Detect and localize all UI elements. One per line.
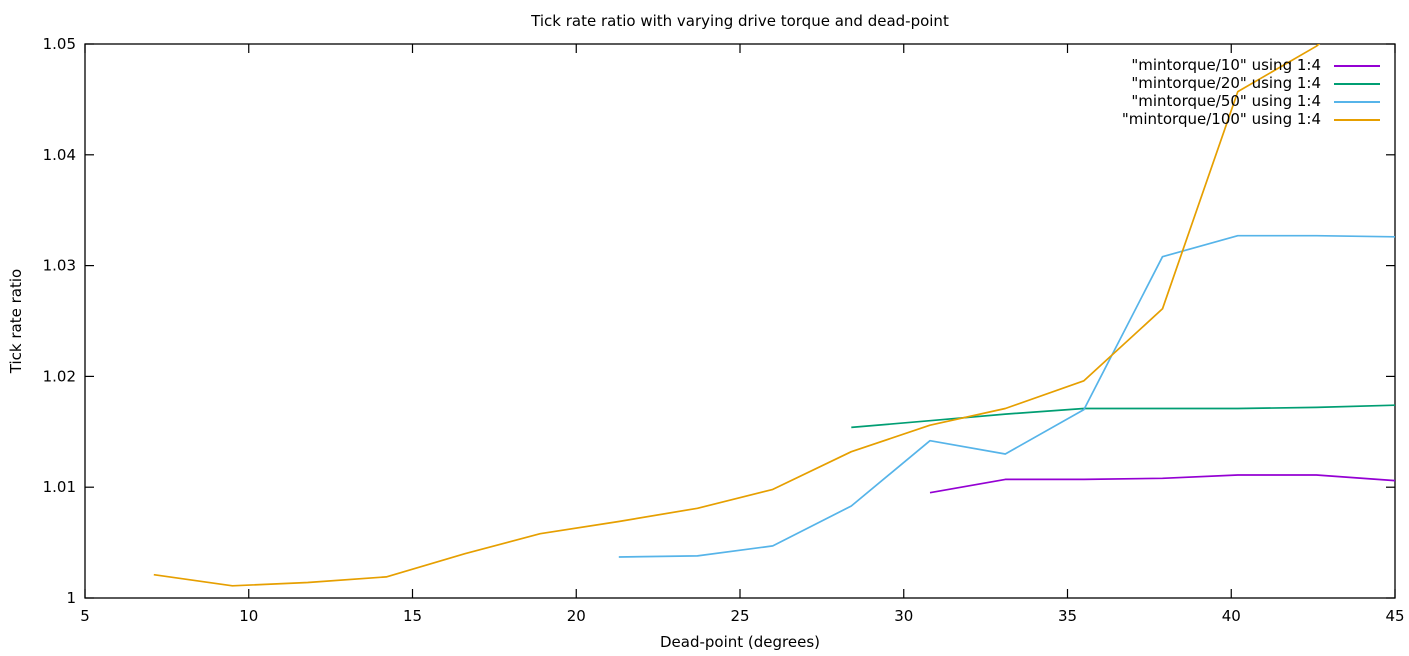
legend-line-sample xyxy=(1334,118,1380,121)
x-tick-label: 35 xyxy=(1058,607,1077,625)
x-axis-label: Dead-point (degrees) xyxy=(659,633,820,651)
legend: "mintorque/10" using 1:4 "mintorque/20" … xyxy=(1122,58,1380,127)
x-tick-label: 20 xyxy=(567,607,586,625)
legend-item-mintorque-50: "mintorque/50" using 1:4 xyxy=(1122,94,1380,109)
legend-item-mintorque-100: "mintorque/100" using 1:4 xyxy=(1122,112,1380,127)
legend-item-mintorque-10: "mintorque/10" using 1:4 xyxy=(1122,58,1380,73)
x-tick-label: 10 xyxy=(239,607,258,625)
legend-line-sample xyxy=(1334,82,1380,85)
legend-label: "mintorque/100" using 1:4 xyxy=(1121,110,1321,128)
series-line-mintorque-100-using-1-4 xyxy=(153,44,1321,587)
x-tick-label: 25 xyxy=(730,607,749,625)
y-tick-label: 1.04 xyxy=(43,146,76,164)
x-tick-label: 5 xyxy=(80,607,90,625)
legend-label: "mintorque/50" using 1:4 xyxy=(1131,92,1321,110)
legend-line-sample xyxy=(1334,100,1380,103)
y-tick-label: 1 xyxy=(66,589,76,607)
legend-label: "mintorque/20" using 1:4 xyxy=(1131,74,1321,92)
y-tick-label: 1.02 xyxy=(43,367,76,385)
x-tick-label: 30 xyxy=(894,607,913,625)
series-line-mintorque-10-using-1-4 xyxy=(929,474,1395,494)
chart-title: Tick rate ratio with varying drive torqu… xyxy=(531,12,949,30)
legend-item-mintorque-20: "mintorque/20" using 1:4 xyxy=(1122,76,1380,91)
x-tick-label: 45 xyxy=(1385,607,1404,625)
y-tick-label: 1.05 xyxy=(43,35,76,53)
series-line-mintorque-20-using-1-4 xyxy=(851,404,1395,429)
series-line-mintorque-50-using-1-4 xyxy=(618,234,1395,558)
x-tick-label: 40 xyxy=(1222,607,1241,625)
x-tick-label: 15 xyxy=(403,607,422,625)
legend-label: "mintorque/10" using 1:4 xyxy=(1131,56,1321,74)
y-tick-label: 1.01 xyxy=(43,478,76,496)
y-tick-label: 1.03 xyxy=(43,257,76,275)
legend-line-sample xyxy=(1334,64,1380,67)
